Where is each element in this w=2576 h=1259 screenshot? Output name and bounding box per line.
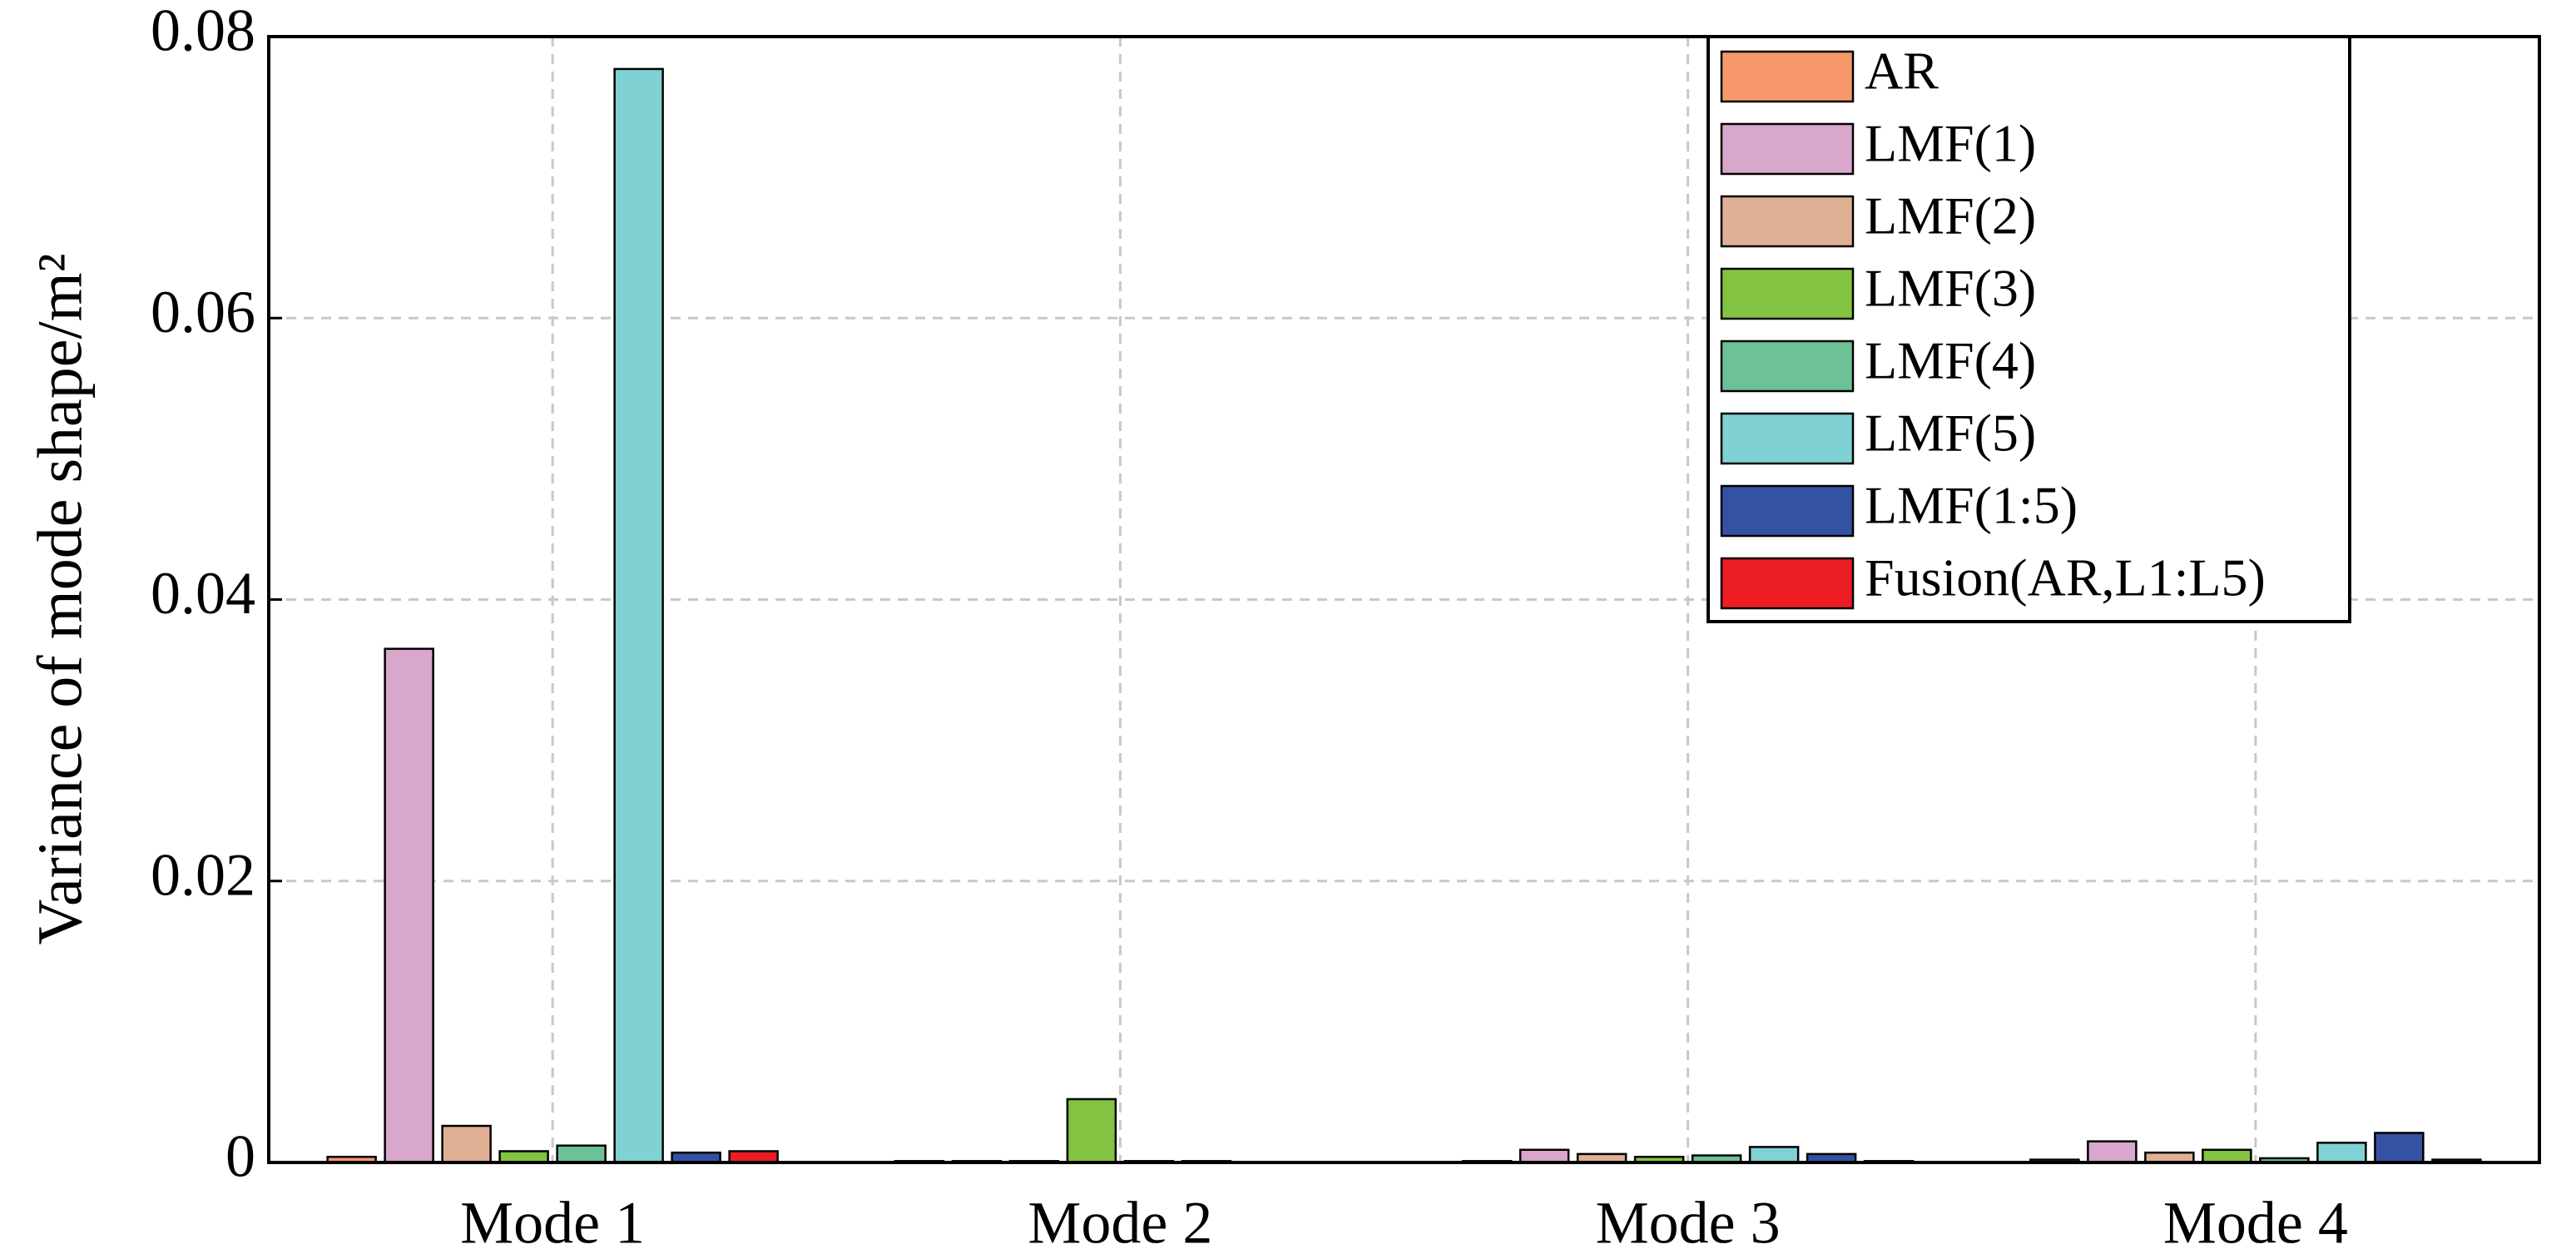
y-tick-label: 0 [225, 1123, 255, 1190]
bar [441, 1124, 492, 1164]
legend-label: LMF(1:5) [1865, 476, 2078, 535]
x-tick-label: Mode 2 [1028, 1190, 1212, 1257]
bar [2087, 1140, 2138, 1164]
x-tick-label: Mode 4 [2163, 1190, 2348, 1257]
legend-swatch [1720, 484, 1855, 538]
legend-swatch [1720, 50, 1855, 103]
legend-label: LMF(4) [1865, 331, 2036, 390]
x-tick-label: Mode 3 [1596, 1190, 1781, 1257]
y-tick-label: 0.08 [151, 0, 255, 64]
legend-label: LMF(5) [1865, 404, 2036, 463]
bar [2202, 1148, 2252, 1164]
legend-label: LMF(3) [1865, 259, 2036, 318]
legend-swatch [1720, 340, 1855, 393]
bar [613, 67, 664, 1164]
bar [728, 1150, 779, 1164]
legend-swatch [1720, 557, 1855, 610]
legend-label: LMF(2) [1865, 186, 2036, 245]
bar [384, 647, 434, 1164]
legend-label: AR [1865, 42, 1939, 101]
y-tick-label: 0.06 [151, 279, 255, 345]
legend-swatch [1720, 267, 1855, 320]
x-tick-label: Mode 1 [460, 1190, 645, 1257]
bar [1066, 1098, 1117, 1164]
bar [2316, 1142, 2367, 1164]
legend-swatch [1720, 412, 1855, 465]
legend-swatch [1720, 195, 1855, 248]
legend-label: LMF(1) [1865, 114, 2036, 173]
bar [1748, 1146, 1800, 1164]
y-tick-label: 0.04 [151, 560, 255, 627]
y-axis-label: Variance of mode shape/m² [25, 253, 95, 944]
bar [556, 1144, 607, 1164]
legend-swatch [1720, 122, 1855, 176]
bar [1518, 1148, 1570, 1164]
bar [498, 1150, 549, 1164]
plot-frame [267, 35, 2541, 1164]
y-tick-label: 0.02 [151, 841, 255, 908]
bar [2374, 1132, 2425, 1164]
legend-label: Fusion(AR,L1:L5) [1865, 548, 2266, 607]
